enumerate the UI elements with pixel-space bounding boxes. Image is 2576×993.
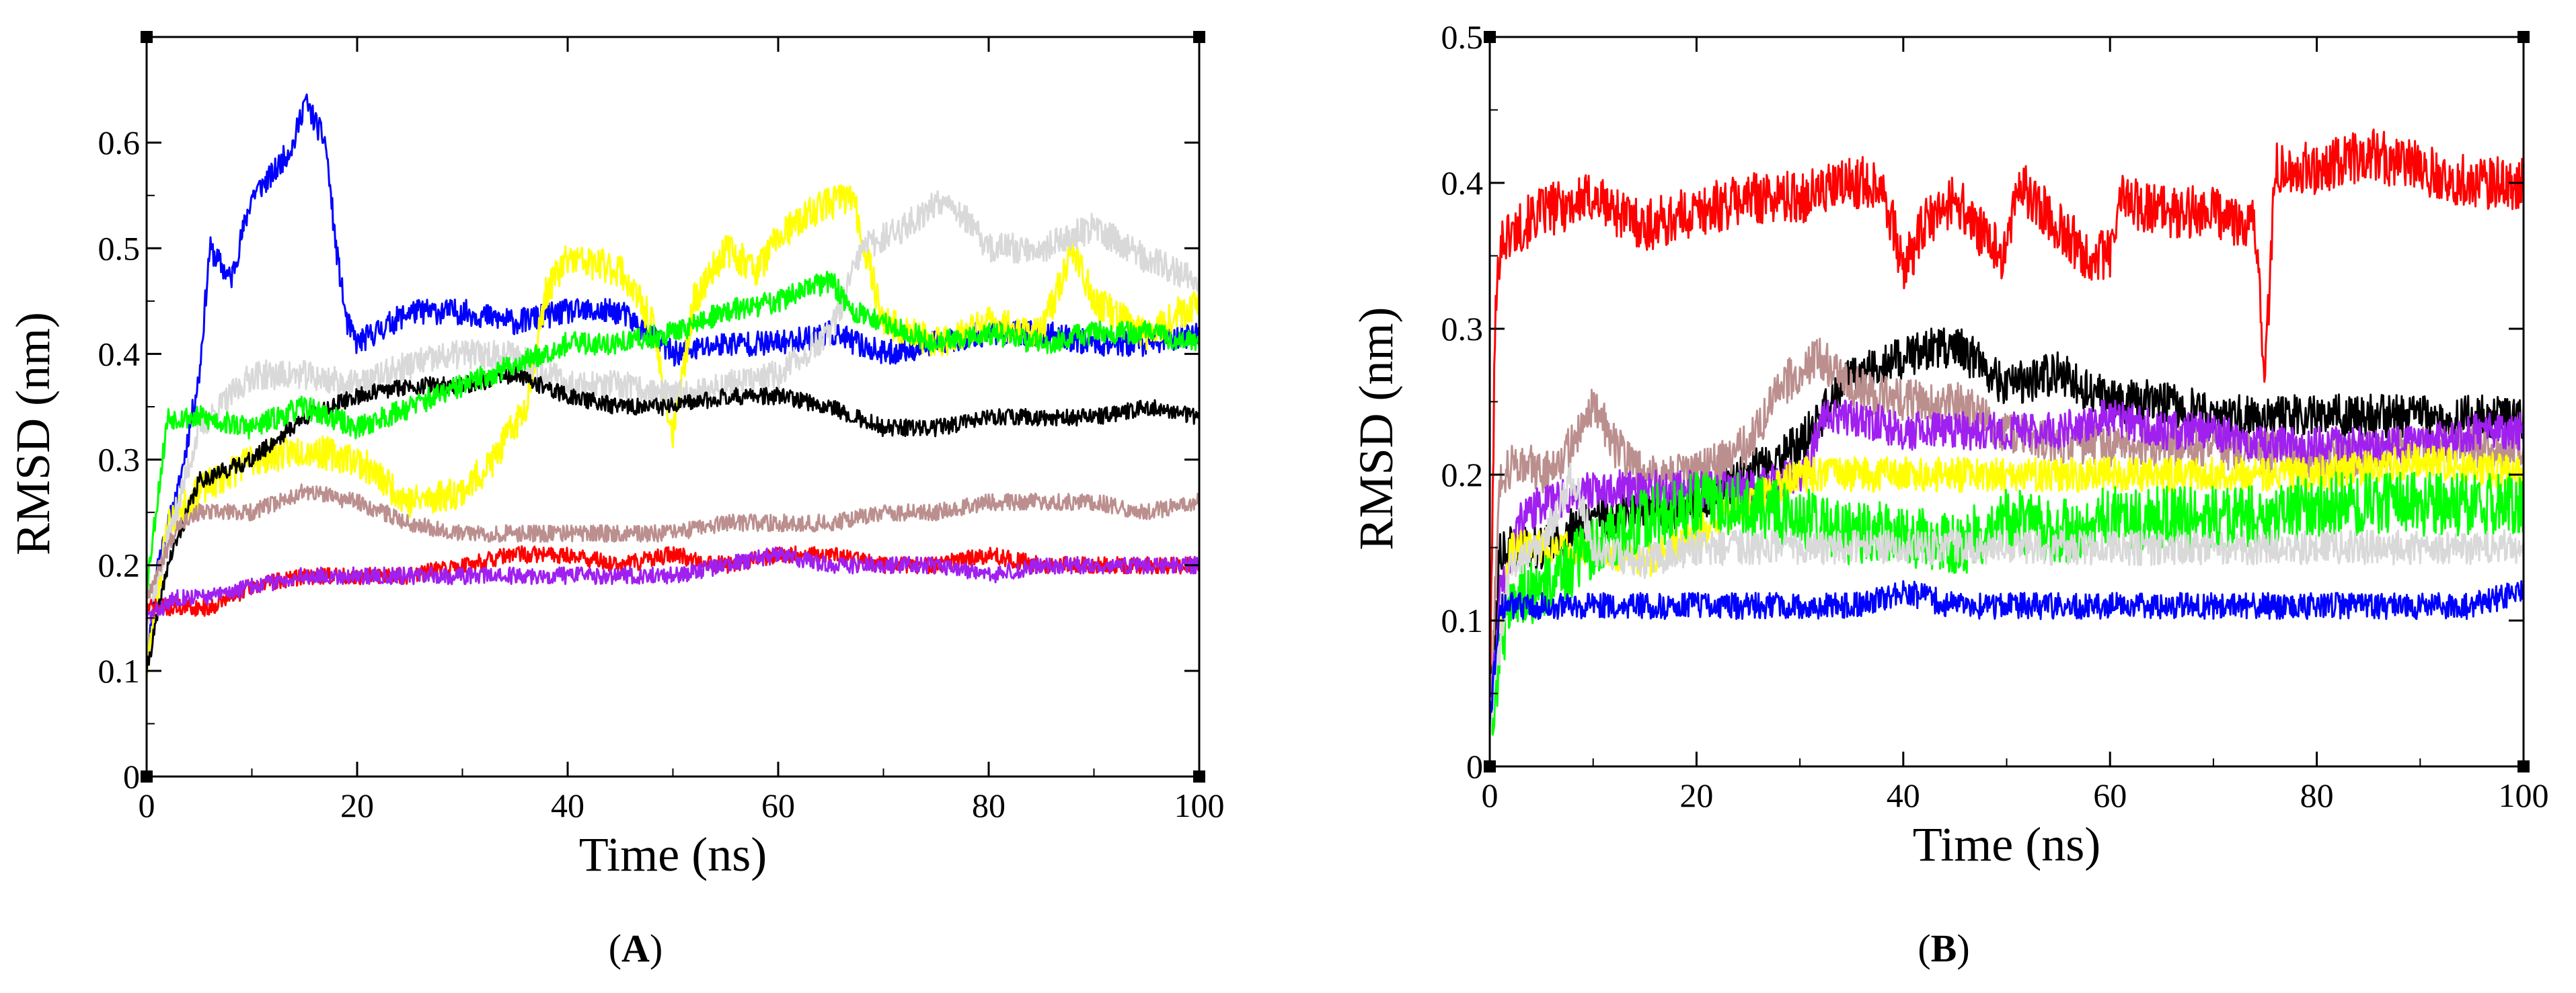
x-tick-label: 20	[1679, 777, 1713, 814]
y-tick-label: 0.4	[98, 335, 141, 372]
panel-label: (B)	[1918, 926, 1969, 970]
chart-panel-a: 0 20 40 60 80 100 0 0.1 0.2 0.3 0.4 0.5 0.6 Time (ns)…	[6, 31, 1225, 970]
series-group	[1488, 128, 2525, 736]
series-line-light-gray	[145, 190, 1201, 626]
x-tick-label: 60	[2093, 777, 2127, 814]
x-tick-label: 80	[972, 787, 1006, 824]
series-line-rosy-brown	[145, 483, 1201, 602]
series-line-black	[145, 366, 1200, 676]
y-tick-label: 0.5	[98, 229, 141, 267]
series-line-yellow	[1488, 443, 2525, 730]
series-group	[145, 93, 1201, 680]
series-line-yellow	[145, 184, 1201, 680]
y-tick-label: 0.2	[1441, 456, 1484, 493]
x-tick-label: 40	[1887, 777, 1920, 814]
series-line-green	[145, 270, 1201, 593]
y-tick-label: 0.1	[1441, 602, 1484, 639]
y-tick-label: 0	[123, 758, 140, 795]
x-tick-label: 0	[139, 787, 155, 824]
x-tick-label: 100	[1174, 787, 1225, 824]
panel-label: (A)	[609, 926, 663, 970]
x-tick-label: 60	[761, 787, 795, 824]
x-axis-title: Time (ns)	[1913, 818, 2100, 871]
y-tick-label: 0.4	[1441, 164, 1484, 202]
y-axis-title: RMSD (nm)	[6, 312, 60, 555]
y-tick-label: 0.2	[98, 547, 141, 584]
y-axis-title: RMSD (nm)	[1349, 307, 1403, 550]
series-line-blue	[1488, 580, 2525, 728]
x-axis-title: Time (ns)	[579, 828, 767, 881]
x-tick-label: 40	[551, 787, 584, 824]
series-line-dark-violet	[145, 546, 1201, 623]
series-line-red	[1488, 128, 2525, 735]
y-tick-label: 0.5	[1441, 18, 1484, 56]
y-tick-label: 0.1	[98, 652, 141, 690]
x-tick-label: 80	[2300, 777, 2334, 814]
y-tick-label: 0	[1466, 748, 1483, 785]
x-tick-label: 20	[340, 787, 374, 824]
x-tick-label: 100	[2499, 777, 2549, 814]
y-tick-label: 0.6	[98, 124, 141, 161]
y-tick-label: 0.3	[1441, 310, 1484, 348]
x-tick-label: 0	[1482, 777, 1499, 814]
series-line-light-gray	[1488, 463, 2525, 733]
y-tick-label: 0.3	[98, 441, 141, 479]
chart-panel-b: 0 20 40 60 80 100 0 0.1 0.2 0.3 0.4 0.5 Time (ns) RMS…	[1349, 18, 2549, 970]
